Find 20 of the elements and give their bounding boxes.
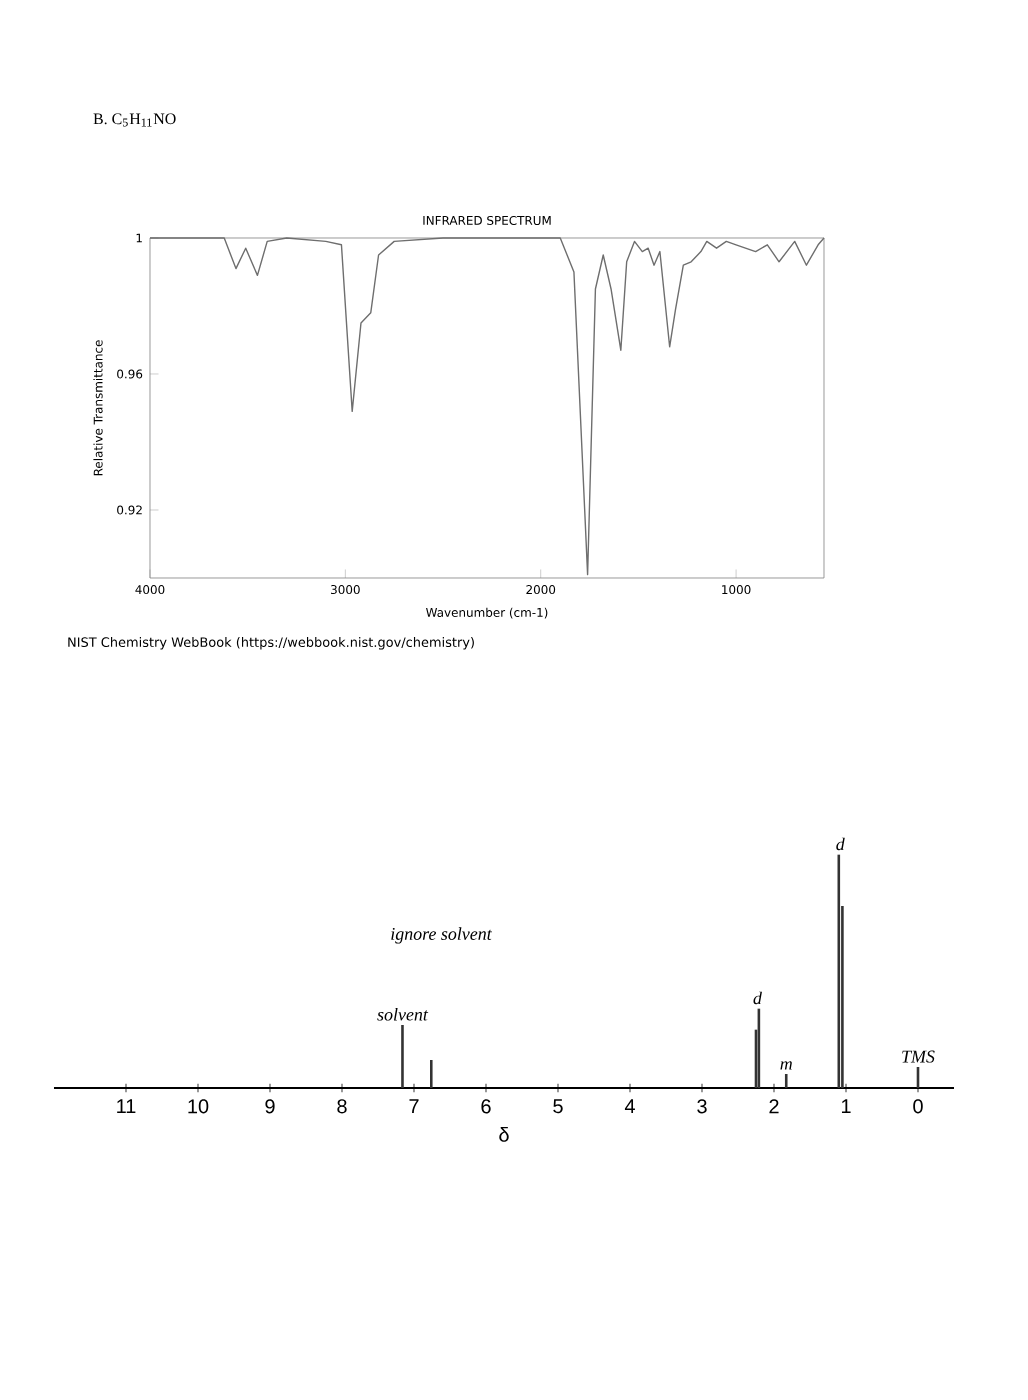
x-tick-label: 1 — [841, 1099, 851, 1113]
x-tick-label: 3 — [697, 1099, 707, 1114]
x-tick-label: 10 — [188, 1099, 209, 1114]
x-tick-label: 9 — [265, 1099, 275, 1114]
x-tick-label: 6 — [481, 1099, 491, 1114]
annotation: d — [836, 837, 845, 851]
annotation: d — [753, 991, 762, 1005]
x-axis-title: δ — [499, 1127, 509, 1142]
line-series — [149, 237, 825, 576]
annotation: ignore solvent — [391, 927, 493, 944]
annotation: m — [780, 1061, 792, 1070]
x-tick-label: 7 — [409, 1099, 419, 1113]
x-tick-label: 5 — [553, 1099, 563, 1114]
x-tick-label: 4 — [624, 1099, 635, 1113]
x-tick-label: 8 — [337, 1099, 347, 1114]
x-tick-label: 2 — [769, 1099, 779, 1114]
annotation: solvent — [377, 1007, 429, 1021]
x-tick-label: 11 — [117, 1099, 136, 1113]
annotation: TMS — [902, 1050, 935, 1063]
x-tick-label: 0 — [913, 1099, 923, 1114]
